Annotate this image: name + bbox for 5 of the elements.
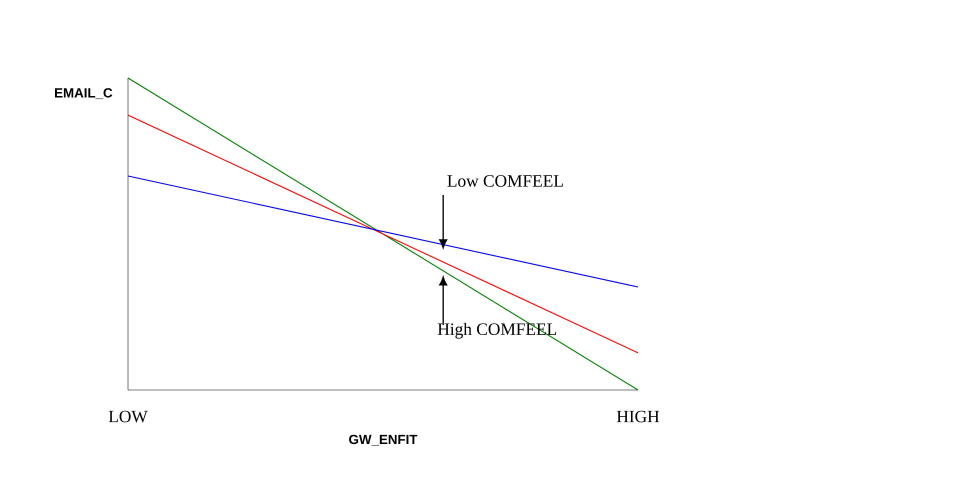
x-tick-label: HIGH <box>616 410 660 422</box>
y-axis-title: EMAIL_C <box>55 88 112 100</box>
x-tick-label: LOW <box>108 410 148 422</box>
x-axis-title: GW_ENFIT <box>349 434 418 446</box>
annotation: Low COMFEEL <box>447 175 563 187</box>
